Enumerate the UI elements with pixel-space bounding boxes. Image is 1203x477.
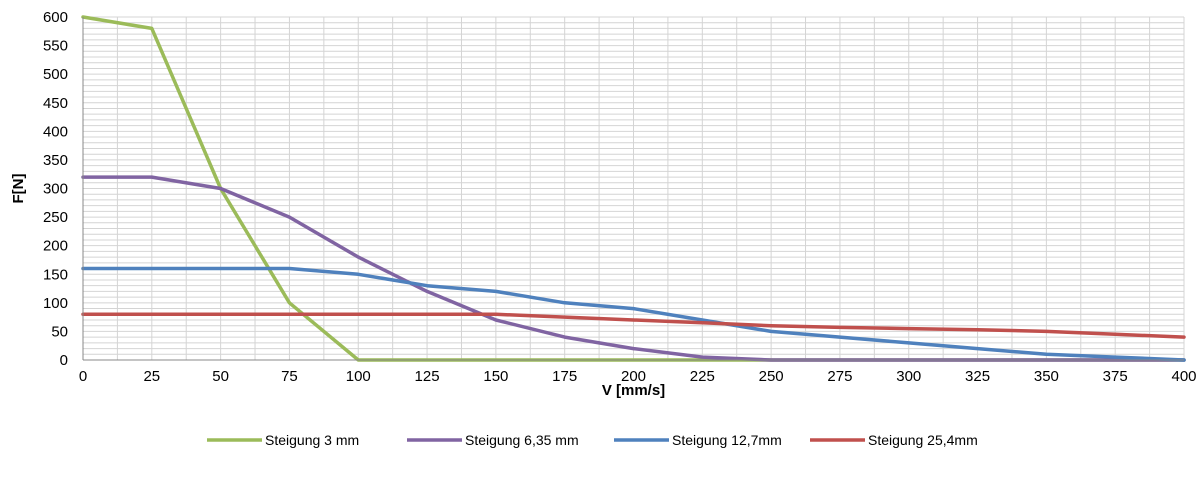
series-line	[81, 266, 1186, 362]
x-tick-label: 25	[143, 368, 160, 385]
x-tick-label: 300	[896, 368, 921, 385]
legend-label: Steigung 6,35 mm	[465, 432, 579, 448]
y-tick-label: 300	[43, 181, 68, 198]
x-tick-label: 0	[79, 368, 87, 385]
x-tick-label: 50	[212, 368, 229, 385]
x-tick-label: 400	[1171, 368, 1196, 385]
x-axis-title: V [mm/s]	[602, 382, 665, 399]
x-tick-label: 325	[965, 368, 990, 385]
x-tick-label: 200	[621, 368, 646, 385]
x-tick-label: 100	[346, 368, 371, 385]
y-tick-label: 100	[43, 295, 68, 312]
chart-legend: Steigung 3 mm Steigung 6,35 mm Steigung 12…	[207, 432, 978, 448]
chart-tick-labels: 0 25 50 75 100 125 150 175 200 225 250 275 300 325 350…	[43, 9, 1197, 385]
legend-label: Steigung 25,4mm	[868, 432, 978, 448]
chart-axes	[82, 17, 1184, 361]
y-tick-label: 150	[43, 266, 68, 283]
x-tick-label: 125	[415, 368, 440, 385]
y-tick-label: 350	[43, 152, 68, 169]
x-tick-label: 275	[827, 368, 852, 385]
x-tick-label: 150	[483, 368, 508, 385]
y-tick-label: 500	[43, 66, 68, 83]
x-tick-label: 225	[690, 368, 715, 385]
x-tick-label: 75	[281, 368, 298, 385]
y-tick-label: 400	[43, 123, 68, 140]
y-tick-label: 450	[43, 95, 68, 112]
y-tick-label: 50	[51, 323, 68, 340]
x-tick-label: 375	[1103, 368, 1128, 385]
x-tick-label: 350	[1034, 368, 1059, 385]
y-tick-label: 200	[43, 238, 68, 255]
x-tick-label: 175	[552, 368, 577, 385]
legend-label: Steigung 3 mm	[265, 432, 359, 448]
series-line	[81, 312, 1186, 339]
y-tick-label: 250	[43, 209, 68, 226]
x-tick-label: 250	[759, 368, 784, 385]
y-axis-title: F[N]	[10, 174, 27, 204]
y-tick-label: 0	[60, 352, 68, 369]
legend-label: Steigung 12,7mm	[672, 432, 782, 448]
chart-gridlines	[83, 16, 1185, 360]
y-tick-label: 600	[43, 9, 68, 26]
y-tick-label: 550	[43, 38, 68, 55]
